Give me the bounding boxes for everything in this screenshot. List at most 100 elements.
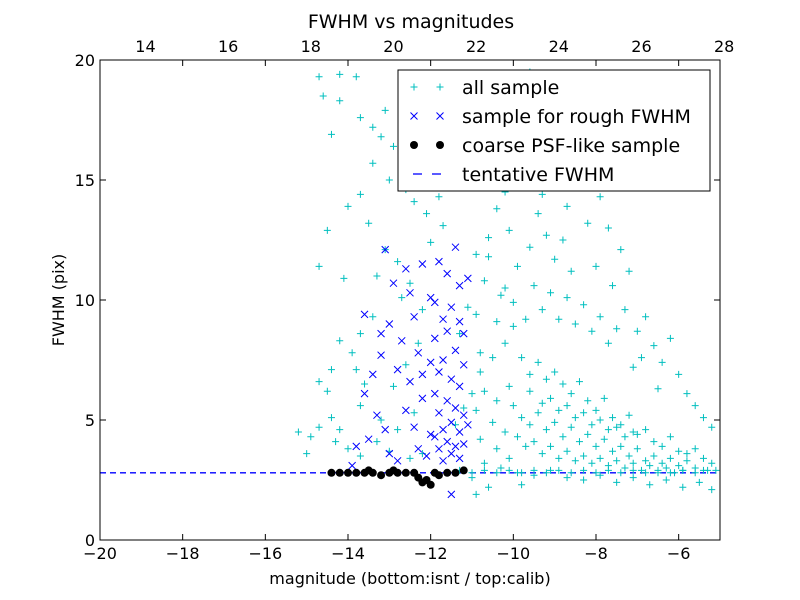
rough-fwhm-point (368, 370, 377, 379)
all-sample-point (464, 303, 472, 311)
rough-fwhm-point (410, 423, 418, 432)
all-sample-point (547, 289, 555, 297)
all-sample-point (642, 313, 650, 321)
x-tick-label: −6 (667, 544, 691, 563)
all-sample-point (534, 409, 542, 417)
all-sample-point (402, 361, 410, 369)
all-sample-point (530, 282, 538, 290)
all-sample-point (629, 466, 637, 474)
all-sample-point (369, 159, 377, 167)
all-sample-point (439, 222, 447, 230)
all-sample-point (389, 142, 397, 150)
all-sample-point (480, 466, 488, 474)
rough-fwhm-point (360, 389, 369, 398)
legend-marker (410, 83, 418, 91)
all-sample-point (418, 306, 426, 314)
rough-fwhm-point (422, 452, 431, 460)
top-tick-label: 20 (383, 37, 403, 56)
all-sample-point (658, 358, 666, 366)
chart-title: FWHM vs magnitudes (308, 11, 514, 33)
x-tick-label: −16 (248, 544, 282, 563)
all-sample-point (315, 73, 323, 81)
all-sample-point (625, 452, 633, 460)
psf-like-point (335, 468, 344, 477)
rough-fwhm-point (360, 310, 369, 319)
rough-fwhm-point (385, 320, 394, 328)
all-sample-point (708, 459, 716, 467)
all-sample-point (534, 358, 542, 366)
all-sample-point (629, 428, 637, 436)
all-sample-point (666, 454, 674, 462)
rough-fwhm-point (414, 348, 423, 357)
all-sample-point (377, 133, 385, 141)
rough-fwhm-point (447, 449, 456, 458)
all-sample-point (596, 471, 604, 479)
all-sample-point (410, 409, 418, 417)
all-sample-point (563, 402, 571, 410)
all-sample-point (534, 210, 542, 218)
rough-fwhm-point (406, 288, 414, 297)
top-tick-label: 16 (218, 37, 238, 56)
all-sample-point (451, 421, 459, 429)
rough-fwhm-point (455, 428, 464, 436)
all-sample-point (571, 320, 579, 328)
all-sample-point (327, 414, 335, 422)
rough-fwhm-point (397, 336, 406, 345)
all-sample-point (691, 469, 699, 477)
all-sample-point (658, 442, 666, 450)
all-sample-point (609, 282, 617, 290)
rough-fwhm-point (426, 358, 435, 367)
rough-fwhm-point (439, 425, 447, 434)
x-tick-label: −12 (414, 544, 448, 563)
psf-like-point (352, 468, 361, 477)
psf-like-point (434, 471, 443, 480)
rough-fwhm-point (439, 315, 447, 324)
axis-ticks: −20 −18 −16 −14 −12 −10 −8 −6 0 5 10 15 20 14 16 18 20 22… (75, 37, 735, 563)
y-tick-label: 15 (75, 171, 95, 190)
all-sample-point (356, 190, 364, 198)
rough-fwhm-point (402, 264, 410, 273)
all-sample-point (332, 438, 340, 446)
all-sample-point (675, 462, 683, 470)
y-tick-label: 0 (85, 531, 95, 550)
all-sample-point (617, 469, 625, 477)
all-sample-point (505, 382, 513, 390)
all-sample-point (356, 452, 364, 460)
legend: all sample sample for rough FWHM coarse PS… (397, 69, 711, 192)
all-sample-point (530, 466, 538, 474)
legend-label: coarse PSF-like sample (462, 135, 680, 157)
all-sample-point (485, 253, 493, 261)
all-sample-point (625, 411, 633, 419)
all-sample-point (497, 464, 505, 472)
all-sample-point (592, 442, 600, 450)
all-sample-point (637, 354, 645, 362)
all-sample-point (468, 469, 476, 477)
all-sample-point (327, 130, 335, 138)
all-sample-point (642, 426, 650, 434)
all-sample-point (571, 414, 579, 422)
all-sample-point (580, 452, 588, 460)
all-sample-point (551, 368, 559, 376)
all-sample-point (613, 325, 621, 333)
all-sample-point (584, 397, 592, 405)
all-sample-point (563, 474, 571, 482)
all-sample-point (427, 238, 435, 246)
all-sample-point (509, 402, 517, 410)
legend-marker (436, 112, 444, 120)
all-sample-point (485, 483, 493, 491)
all-sample-point (294, 428, 302, 436)
rough-fwhm-point (435, 368, 443, 376)
all-sample-point (423, 210, 431, 218)
all-sample-point (567, 390, 575, 398)
psf-like-point (327, 468, 336, 477)
rough-fwhm-point (447, 490, 456, 499)
all-sample-point (480, 387, 488, 395)
all-sample-point (592, 262, 600, 270)
all-sample-point (480, 459, 488, 467)
all-sample-point (315, 423, 323, 431)
all-sample-point (381, 106, 389, 114)
all-sample-point (559, 380, 567, 388)
all-sample-point (538, 450, 546, 458)
all-sample-point (336, 426, 344, 434)
all-sample-point (501, 284, 509, 292)
